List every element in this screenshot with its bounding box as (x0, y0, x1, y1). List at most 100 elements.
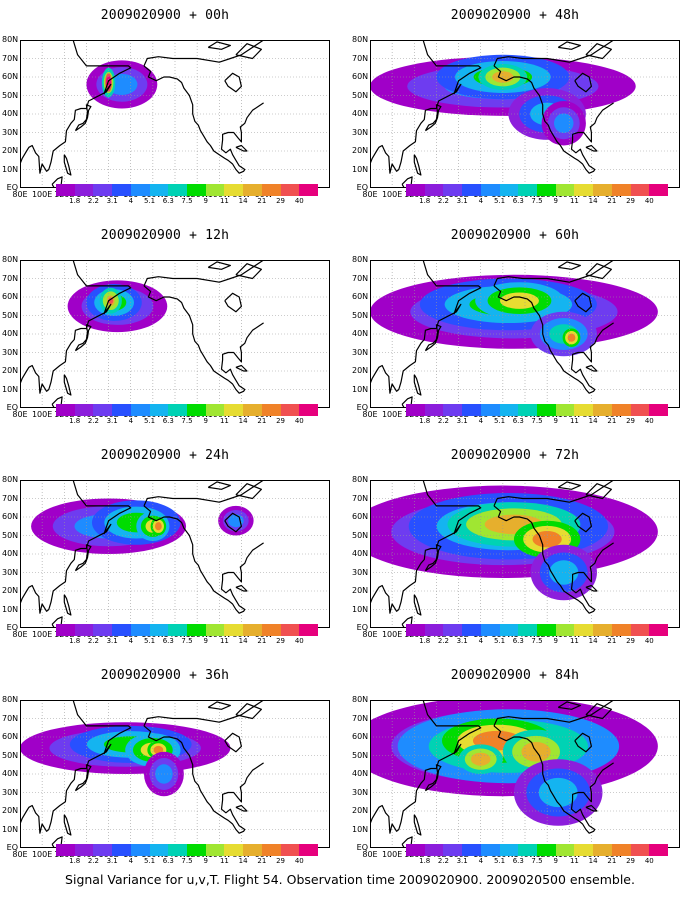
variance-map (370, 40, 680, 188)
latitude-label: EQ (356, 183, 368, 192)
colorbar-label: 14 (588, 197, 598, 205)
latitude-label: 80N (2, 695, 19, 704)
colorbar-swatch (443, 624, 463, 636)
latitude-label: 10N (2, 604, 19, 614)
coastline (235, 483, 262, 500)
colorbar-label: 6.3 (512, 197, 524, 205)
colorbar-swatch (443, 184, 463, 196)
colorbar-swatch (480, 184, 500, 196)
colorbar-swatch (424, 624, 444, 636)
coastline (207, 701, 231, 710)
colorbar-swatch (424, 404, 444, 416)
colorbar-label: 11 (569, 197, 579, 205)
latitude-label: EQ (6, 183, 18, 192)
colorbar-label: 40 (644, 417, 654, 425)
colorbar-swatch (130, 184, 150, 196)
coastline (235, 703, 262, 720)
latitude-label: 10N (352, 824, 369, 834)
colorbar-swatch (149, 404, 169, 416)
variance-contour (532, 531, 562, 548)
coastline (235, 804, 248, 812)
colorbar-label: 3.1 (106, 197, 118, 205)
map-panel: 2009020900 + 36h 80N 70N 60N 50N 40N 30N 20N 10N… (0, 660, 330, 875)
colorbar-swatch (593, 624, 612, 636)
colorbar-swatch (130, 844, 150, 856)
coastline (557, 701, 581, 710)
longitude-label: 80E (12, 410, 28, 419)
variance-contour (155, 764, 173, 784)
colorbar-swatch (499, 184, 519, 196)
colorbar-label: 2.2 (437, 857, 449, 865)
map-panel: 2009020900 + 84h 80N 70N 60N 50N 40N 30N 20N 10N… (350, 660, 680, 875)
colorbar-swatch (261, 404, 281, 416)
colorbar-label: 40 (294, 197, 304, 205)
colorbar-swatch (649, 184, 669, 196)
longitude-label: 80E (362, 630, 378, 639)
colorbar (406, 844, 669, 856)
colorbar-label: 40 (294, 417, 304, 425)
colorbar-label: 1.8 (419, 197, 431, 205)
coastline (401, 616, 413, 628)
latitude-label: 40N (2, 769, 19, 778)
coastline (493, 40, 614, 67)
colorbar-swatch (112, 844, 131, 856)
colorbar-label: 3.1 (106, 637, 118, 645)
latitude-label: 20N (2, 806, 19, 815)
colorbar-label: 21 (257, 857, 267, 865)
coastline (235, 263, 262, 280)
colorbar-label: 21 (607, 637, 617, 645)
colorbar-label: 9 (203, 637, 208, 645)
colorbar-label: 29 (276, 197, 286, 205)
coastline (585, 483, 612, 500)
coastline (74, 764, 92, 792)
coastline (224, 512, 242, 533)
map-panel: 2009020900 + 24h 80N 70N 60N 50N 40N 30N 20N 10N… (0, 440, 330, 655)
variance-contour (470, 752, 491, 766)
coastline (413, 814, 422, 836)
panel-title: 2009020900 + 12h (100, 228, 230, 243)
coastline (557, 481, 581, 490)
colorbar-label: 21 (257, 417, 267, 425)
colorbar-swatch (299, 404, 319, 416)
longitude-label: 80E (362, 190, 378, 199)
colorbar (56, 184, 319, 196)
coastline (493, 285, 614, 394)
panel-title: 2009020900 + 36h (100, 668, 230, 683)
colorbar-swatch (406, 404, 425, 416)
coastline (413, 374, 422, 396)
colorbar (56, 844, 319, 856)
colorbar-swatch (593, 184, 612, 196)
coastline (74, 544, 92, 572)
colorbar-swatch (112, 624, 131, 636)
coastline (63, 154, 72, 176)
colorbar-swatch (74, 404, 94, 416)
latitude-label: 50N (2, 530, 19, 540)
latitude-label: EQ (356, 623, 368, 632)
coastline (557, 261, 581, 270)
coastline (585, 804, 598, 812)
coastline (224, 292, 242, 313)
colorbar-label: 4 (128, 857, 134, 865)
colorbar-swatch (462, 844, 481, 856)
colorbar-swatch (205, 844, 225, 856)
colorbar-swatch (299, 624, 319, 636)
colorbar-labels: 1.8 2.2 3.1 4 5.1 6.3 7.5 9 11 14 21 29 40 (406, 637, 668, 647)
latitude-label: 70N (2, 273, 19, 283)
variance-map (370, 480, 680, 628)
latitude-label: 30N (352, 567, 369, 577)
latitude-label: 80N (352, 695, 369, 704)
coastline (224, 732, 242, 753)
variance-map (20, 480, 330, 628)
colorbar-label: 9 (203, 417, 208, 425)
coastline (585, 263, 612, 280)
colorbar-label: 11 (569, 417, 579, 425)
colorbar-label: 11 (219, 197, 229, 205)
colorbar-label: 2.2 (87, 197, 99, 205)
colorbar-label: 11 (569, 637, 579, 645)
panel-title: 2009020900 + 00h (100, 8, 230, 23)
coastline (413, 154, 422, 176)
longitude-label: 100E (31, 410, 53, 419)
colorbar-swatch (299, 184, 319, 196)
latitude-label: 20N (352, 806, 369, 815)
coastline (574, 292, 592, 313)
